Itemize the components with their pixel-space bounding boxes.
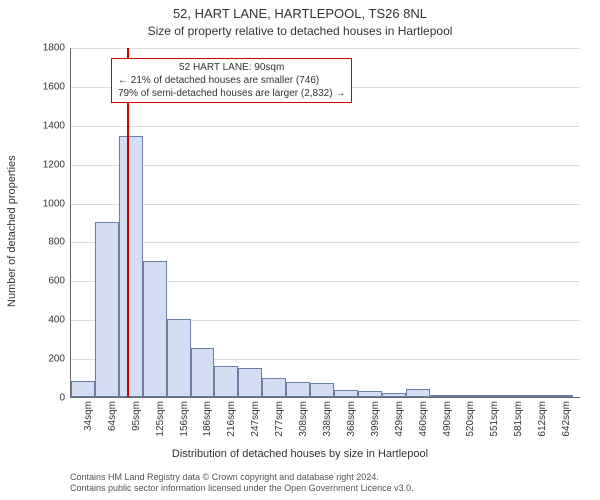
x-tick-label: 642sqm [561,397,572,437]
x-tick-label: 551sqm [489,397,500,437]
histogram-bar [334,390,358,397]
x-tick-label: 156sqm [179,397,190,437]
x-tick-label: 460sqm [418,397,429,437]
histogram-bar [191,348,215,397]
histogram-bar [71,381,95,397]
x-tick-label: 581sqm [513,397,524,437]
grid-line [71,126,580,127]
histogram-bar [238,368,262,397]
histogram-bar [119,136,143,397]
x-tick-label: 277sqm [274,397,285,437]
y-tick-label: 1200 [43,159,71,170]
y-axis-label: Number of detached properties [6,155,18,307]
x-tick-label: 95sqm [131,397,142,431]
y-tick-label: 1600 [43,81,71,92]
x-axis-label: Distribution of detached houses by size … [0,448,600,460]
y-tick-label: 600 [48,276,71,287]
x-tick-label: 308sqm [298,397,309,437]
credits-line-2: Contains public sector information licen… [70,483,414,494]
histogram-bar [310,383,334,397]
y-tick-label: 0 [59,393,71,404]
histogram-bar [214,366,238,397]
grid-line [71,48,580,49]
y-tick-label: 200 [48,354,71,365]
x-tick-label: 34sqm [83,397,94,431]
y-tick-label: 1400 [43,120,71,131]
histogram-bar [406,389,430,397]
x-tick-label: 125sqm [155,397,166,437]
x-tick-label: 612sqm [537,397,548,437]
chart-container: 52, HART LANE, HARTLEPOOL, TS26 8NL Size… [0,0,600,500]
x-tick-label: 399sqm [370,397,381,437]
annotation-box: 52 HART LANE: 90sqm← 21% of detached hou… [111,58,352,103]
annotation-line: 52 HART LANE: 90sqm [118,61,345,74]
credits-line-1: Contains HM Land Registry data © Crown c… [70,472,414,483]
x-tick-label: 64sqm [107,397,118,431]
histogram-bar [286,382,310,397]
grid-line [71,165,580,166]
credits-text: Contains HM Land Registry data © Crown c… [70,472,414,495]
y-tick-label: 1800 [43,43,71,54]
histogram-bar [95,222,119,397]
histogram-bar [262,378,286,397]
annotation-line: 79% of semi-detached houses are larger (… [118,87,345,100]
grid-line [71,242,580,243]
grid-line [71,204,580,205]
y-tick-label: 1000 [43,198,71,209]
histogram-bar [167,319,191,397]
x-tick-label: 429sqm [394,397,405,437]
x-tick-label: 368sqm [346,397,357,437]
plot-area: 02004006008001000120014001600180034sqm64… [70,48,580,398]
histogram-bar [143,261,167,397]
x-tick-label: 520sqm [465,397,476,437]
y-tick-label: 800 [48,237,71,248]
x-tick-label: 490sqm [442,397,453,437]
y-tick-label: 400 [48,315,71,326]
x-tick-label: 186sqm [202,397,213,437]
chart-title-2: Size of property relative to detached ho… [0,24,600,38]
x-tick-label: 247sqm [250,397,261,437]
x-tick-label: 216sqm [226,397,237,437]
chart-title-1: 52, HART LANE, HARTLEPOOL, TS26 8NL [0,6,600,21]
annotation-line: ← 21% of detached houses are smaller (74… [118,74,345,87]
x-tick-label: 338sqm [322,397,333,437]
